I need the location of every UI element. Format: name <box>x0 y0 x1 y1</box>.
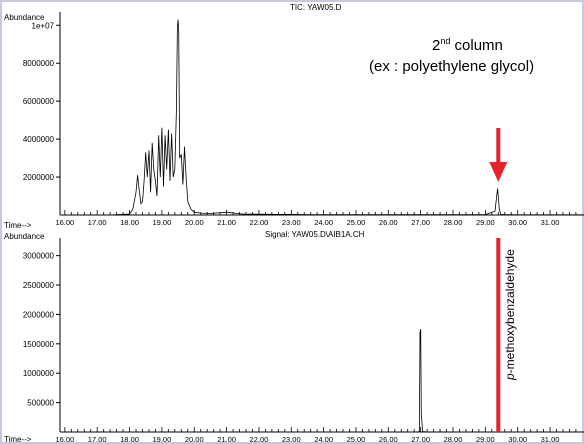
compound-label: p-methoxybenzaldehyde <box>503 249 517 380</box>
tic-x-tick-label: 31.00 <box>541 218 560 227</box>
signal-y-tick-label: 500000 <box>27 399 54 408</box>
signal-trace <box>64 329 583 433</box>
tic-y-tick-label: 4000000 <box>23 135 55 144</box>
signal-y-ticks: 3000000 2500000 2000000 1500000 1000000 50000… <box>23 252 60 408</box>
signal-x-tick-label: 20.00 <box>185 435 204 444</box>
tic-x-tick-label: 29.00 <box>476 218 495 227</box>
stationary-phase-note: (ex : polyethylene glycol) <box>369 58 535 75</box>
tic-x-tick-label: 23.00 <box>282 218 301 227</box>
signal-x-tick-label: 22.00 <box>250 435 269 444</box>
tic-x-tick-label: 16.00 <box>55 218 74 227</box>
tic-x-tick-label: 20.00 <box>185 218 204 227</box>
tic-x-tick-label: 25.00 <box>347 218 366 227</box>
tic-x-tick-label: 17.00 <box>88 218 107 227</box>
tic-x-tick-label: 18.00 <box>120 218 139 227</box>
signal-panel: Abundance Signal: YAW05.D\AIB1A.CH Time-… <box>4 230 584 444</box>
signal-x-tick-label: 21.00 <box>217 435 236 444</box>
tic-y-tick-label: 8000000 <box>23 59 55 68</box>
signal-xlabel: Time--> <box>4 435 32 444</box>
signal-x-tick-label: 24.00 <box>314 435 333 444</box>
tic-x-ticks: 16.00 17.00 18.00 19.00 20.00 21.00 22.00 23.00… <box>55 210 577 227</box>
signal-x-tick-label: 23.00 <box>282 435 301 444</box>
signal-x-tick-label: 31.00 <box>541 435 560 444</box>
tic-x-tick-label: 30.00 <box>508 218 527 227</box>
tic-title: TIC: YAW05.D <box>290 3 342 12</box>
tic-y-tick-label: 1e+07 <box>32 21 55 30</box>
signal-x-tick-label: 30.00 <box>508 435 527 444</box>
tic-ylabel: Abundance <box>4 13 45 22</box>
signal-y-tick-label: 2000000 <box>23 310 55 319</box>
signal-y-tick-label: 1000000 <box>23 369 55 378</box>
signal-x-tick-label: 28.00 <box>444 435 463 444</box>
signal-x-tick-label: 17.00 <box>88 435 107 444</box>
tic-y-tick-label: 2000000 <box>23 173 55 182</box>
red-arrow-icon <box>489 128 508 182</box>
tic-x-tick-label: 24.00 <box>314 218 333 227</box>
signal-x-tick-label: 27.00 <box>411 435 430 444</box>
signal-ylabel: Abundance <box>4 232 45 241</box>
signal-y-tick-label: 2500000 <box>23 281 55 290</box>
signal-x-tick-label: 18.00 <box>120 435 139 444</box>
signal-x-tick-label: 19.00 <box>152 435 171 444</box>
signal-x-tick-label: 25.00 <box>347 435 366 444</box>
tic-y-ticks: 1e+07 8000000 6000000 4000000 2000000 <box>23 21 60 182</box>
tic-panel: Abundance TIC: YAW05.D Time--> 1e+07 8000… <box>4 3 584 230</box>
tic-x-tick-label: 21.00 <box>217 218 236 227</box>
tic-xlabel: Time--> <box>4 221 32 230</box>
tic-x-tick-label: 28.00 <box>444 218 463 227</box>
tic-x-tick-label: 19.00 <box>152 218 171 227</box>
tic-x-tick-label: 27.00 <box>411 218 430 227</box>
tic-y-tick-label: 6000000 <box>23 97 55 106</box>
tic-trace <box>64 19 583 216</box>
tic-x-tick-label: 26.00 <box>379 218 398 227</box>
signal-x-tick-label: 16.00 <box>55 435 74 444</box>
signal-x-tick-label: 26.00 <box>379 435 398 444</box>
column-title: 2nd column <box>432 36 503 54</box>
signal-x-tick-label: 29.00 <box>476 435 495 444</box>
signal-x-ticks: 16.00 17.00 18.00 19.00 20.00 21.00 22.00 23.00… <box>55 427 577 444</box>
signal-title: Signal: YAW05.D\AIB1A.CH <box>265 230 365 239</box>
signal-y-tick-label: 3000000 <box>23 252 55 261</box>
signal-y-tick-label: 1500000 <box>23 340 55 349</box>
tic-x-tick-label: 22.00 <box>250 218 269 227</box>
